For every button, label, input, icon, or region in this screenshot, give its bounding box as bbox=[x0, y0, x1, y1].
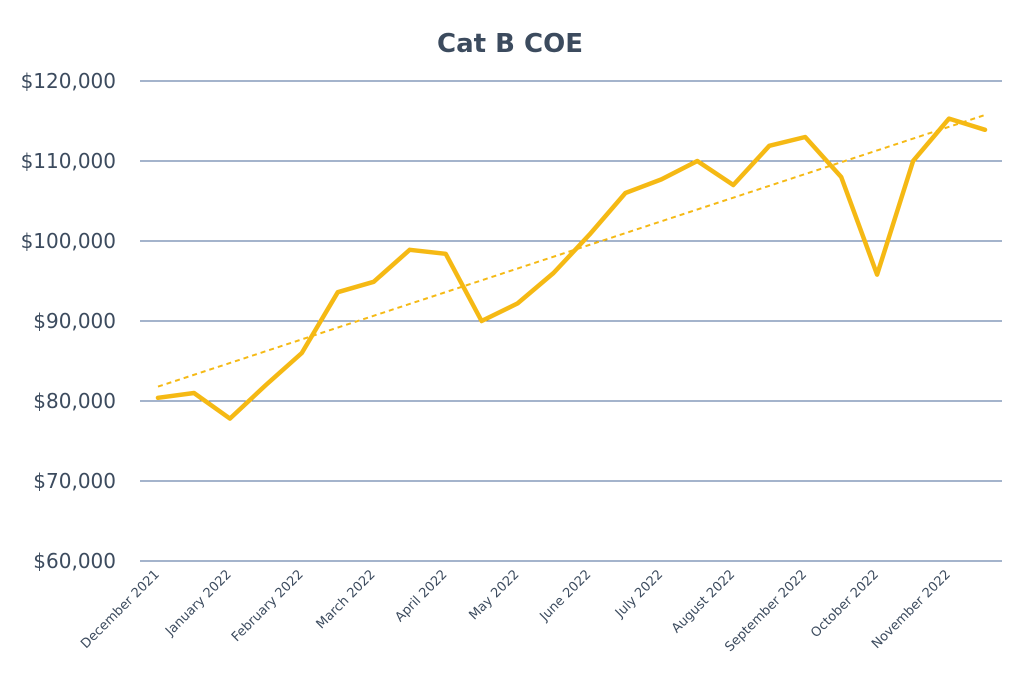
x-tick-label: July 2022 bbox=[612, 567, 666, 621]
x-tick-label: March 2022 bbox=[314, 567, 379, 632]
y-tick-label: $120,000 bbox=[21, 69, 116, 93]
series-line bbox=[155, 116, 988, 421]
chart-title: Cat B COE bbox=[437, 29, 583, 59]
x-tick-label: January 2022 bbox=[162, 567, 234, 639]
gridlines bbox=[140, 80, 1002, 562]
y-tick-label: $60,000 bbox=[33, 549, 116, 573]
series-group bbox=[155, 116, 988, 421]
x-tick-label: August 2022 bbox=[669, 567, 738, 636]
y-tick-label: $70,000 bbox=[33, 469, 116, 493]
y-tick-label: $90,000 bbox=[33, 309, 116, 333]
y-tick-label: $100,000 bbox=[21, 229, 116, 253]
x-tick-label: December 2021 bbox=[78, 567, 163, 652]
x-tick-label: October 2022 bbox=[808, 567, 882, 641]
x-tick-label: June 2022 bbox=[537, 567, 595, 625]
x-tick-label: November 2022 bbox=[869, 567, 954, 652]
y-tick-label: $110,000 bbox=[21, 149, 116, 173]
x-tick-label: February 2022 bbox=[229, 567, 307, 645]
y-axis-ticks: $60,000 $70,000 $80,000 $90,000 $100,000 $110… bbox=[21, 69, 116, 573]
x-tick-label: April 2022 bbox=[393, 567, 451, 625]
y-tick-label: $80,000 bbox=[33, 389, 116, 413]
x-tick-label: May 2022 bbox=[466, 567, 522, 623]
